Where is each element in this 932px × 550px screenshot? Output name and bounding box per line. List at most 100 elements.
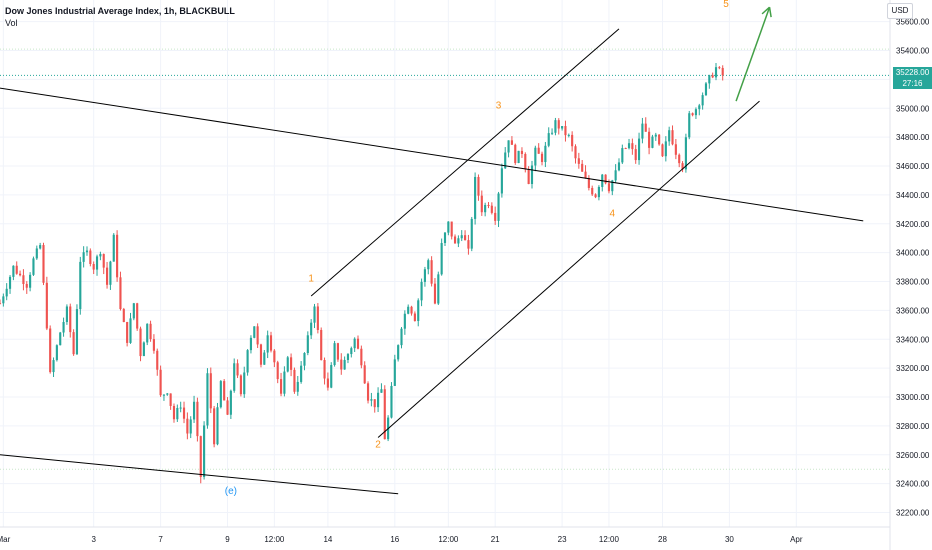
time-tick: 12:00 [438, 535, 459, 544]
candle-body [617, 162, 621, 171]
candle-body [303, 352, 306, 366]
price-tick: 33800.00 [896, 278, 930, 287]
candle-body [554, 120, 557, 133]
candle-body [440, 243, 443, 275]
candle-body [701, 95, 704, 106]
wave-labels: 1 2 3 4 5 (e) [225, 0, 730, 497]
candle-body [350, 348, 353, 355]
candle-body [62, 322, 65, 333]
candle-body [223, 381, 226, 401]
candle-body [79, 261, 82, 310]
candle-body [494, 212, 497, 221]
candle-body [146, 323, 149, 343]
candle-body [714, 67, 718, 78]
candle-body [641, 123, 644, 139]
trendlines[interactable] [0, 28, 864, 495]
price-tick: 34800.00 [896, 133, 930, 142]
candle-body [172, 405, 176, 420]
candle-body [664, 141, 667, 157]
candle-body [29, 274, 32, 288]
candle-body [380, 389, 383, 393]
last-price-value: 35228.00 [895, 68, 930, 77]
price-tick: 34200.00 [896, 220, 930, 229]
candle-body [269, 335, 273, 351]
candle-body [286, 357, 289, 372]
candle-body [39, 245, 42, 249]
candle-body [229, 390, 232, 415]
candle-body [507, 140, 510, 153]
candle-body [460, 235, 463, 239]
candle-body [310, 322, 313, 336]
price-tick: 34400.00 [896, 191, 930, 200]
candle-body [273, 350, 276, 363]
price-axis[interactable]: 32200.00 32400.00 32600.00 32800.00 33000.00… [896, 18, 930, 518]
candle-body [477, 176, 480, 196]
price-tick: 32400.00 [896, 480, 930, 489]
candle-body [75, 309, 79, 355]
candle-body [624, 148, 627, 150]
candle-body [45, 282, 48, 329]
candle-body [219, 381, 222, 408]
candle-body [574, 146, 577, 159]
wave-label: 2 [375, 440, 381, 451]
last-price-tag: 35228.00 27:16 [893, 67, 932, 89]
candle-body [340, 359, 343, 370]
candle-body [668, 130, 671, 142]
candle-body [561, 126, 564, 129]
candle-body [72, 332, 75, 355]
candle-body [604, 174, 607, 184]
candle-body [464, 235, 467, 241]
candle-body [366, 383, 370, 401]
candle-body [544, 145, 547, 163]
time-tick: Apr [790, 535, 803, 544]
price-tick: 35600.00 [896, 18, 930, 27]
candle-body [129, 318, 132, 343]
candle-body [89, 250, 92, 265]
time-tick: 3 [91, 535, 96, 544]
candle-body [383, 389, 386, 440]
currency-button[interactable]: USD [887, 3, 913, 19]
price-tick: 33600.00 [896, 306, 930, 315]
candle-body [0, 303, 2, 305]
candle-body [95, 256, 99, 270]
candle-body [226, 400, 229, 415]
candle-body [243, 372, 246, 395]
time-tick: 9 [225, 535, 230, 544]
symbol-title[interactable]: Dow Jones Industrial Average Index, 1h, … [5, 6, 235, 16]
candle-body [694, 109, 698, 116]
candle-body [550, 132, 554, 134]
candle-body [470, 218, 473, 249]
candle-body [132, 303, 135, 319]
candle-body [423, 269, 426, 282]
volume-indicator-label[interactable]: Vol [5, 18, 18, 28]
candle-body [35, 248, 38, 259]
candle-body [263, 352, 266, 365]
candle-body [290, 357, 293, 370]
candle-body [684, 137, 687, 170]
candle-body [413, 313, 416, 321]
candle-body [688, 113, 691, 138]
candle-body [343, 359, 346, 370]
candle-body [631, 143, 634, 150]
candle-body [453, 236, 457, 244]
candle-body [206, 373, 209, 426]
candle-body [336, 343, 340, 360]
candle-body [85, 250, 89, 253]
lower-support-line [0, 454, 399, 495]
candle-body [490, 205, 493, 213]
candle-body [587, 177, 590, 188]
candle-body [648, 131, 651, 148]
time-tick: 21 [491, 535, 500, 544]
candle-body [718, 67, 721, 69]
time-axis[interactable]: Mar 3 7 9 12:00 14 16 12:00 21 23 12:00 28 30 Apr [0, 535, 803, 544]
projection-arrow[interactable] [735, 6, 772, 102]
candle-body [370, 399, 373, 401]
candle-body [306, 335, 309, 353]
candle-body [296, 381, 299, 392]
price-tick: 33000.00 [896, 393, 930, 402]
wave-label: 4 [610, 209, 616, 220]
candle-body [427, 260, 430, 270]
candle-body [216, 407, 219, 445]
candle-body [152, 339, 155, 351]
